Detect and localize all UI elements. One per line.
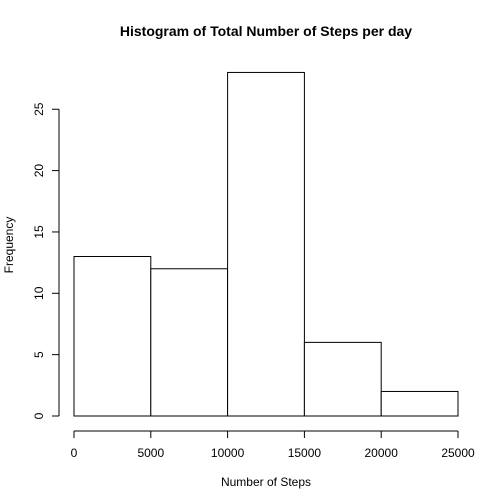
- y-axis: 0 5 10 15 20 25: [32, 102, 60, 419]
- x-tick-label: 25000: [441, 446, 475, 460]
- histogram-bar-2: [150, 268, 229, 417]
- x-axis-label: Number of Steps: [221, 475, 311, 489]
- y-tick-label: 15: [32, 225, 46, 239]
- y-tick-label: 25: [32, 102, 46, 116]
- x-tick-label: 0: [71, 446, 78, 460]
- y-axis-label: Frequency: [2, 217, 16, 274]
- y-tick-label: 20: [32, 164, 46, 178]
- histogram-bar-4: [303, 341, 382, 417]
- histogram-bar-3: [227, 71, 305, 417]
- x-tick-label: 15000: [288, 446, 322, 460]
- histogram-bar-1: [73, 255, 152, 417]
- chart-title: Histogram of Total Number of Steps per d…: [120, 23, 412, 39]
- x-axis: 0 5000 10000 15000 20000 25000: [71, 430, 475, 460]
- x-tick-label: 10000: [211, 446, 245, 460]
- y-tick-label: 5: [32, 351, 46, 358]
- x-tick-label: 5000: [137, 446, 164, 460]
- x-tick-label: 20000: [365, 446, 399, 460]
- histogram-bar-5: [380, 390, 459, 417]
- histogram-bars: [73, 71, 459, 417]
- x-ticks: 0 5000 10000 15000 20000 25000: [71, 431, 475, 460]
- y-tick-label: 10: [32, 286, 46, 300]
- y-ticks: 0 5 10 15 20 25: [32, 102, 59, 419]
- y-tick-label: 0: [32, 412, 46, 419]
